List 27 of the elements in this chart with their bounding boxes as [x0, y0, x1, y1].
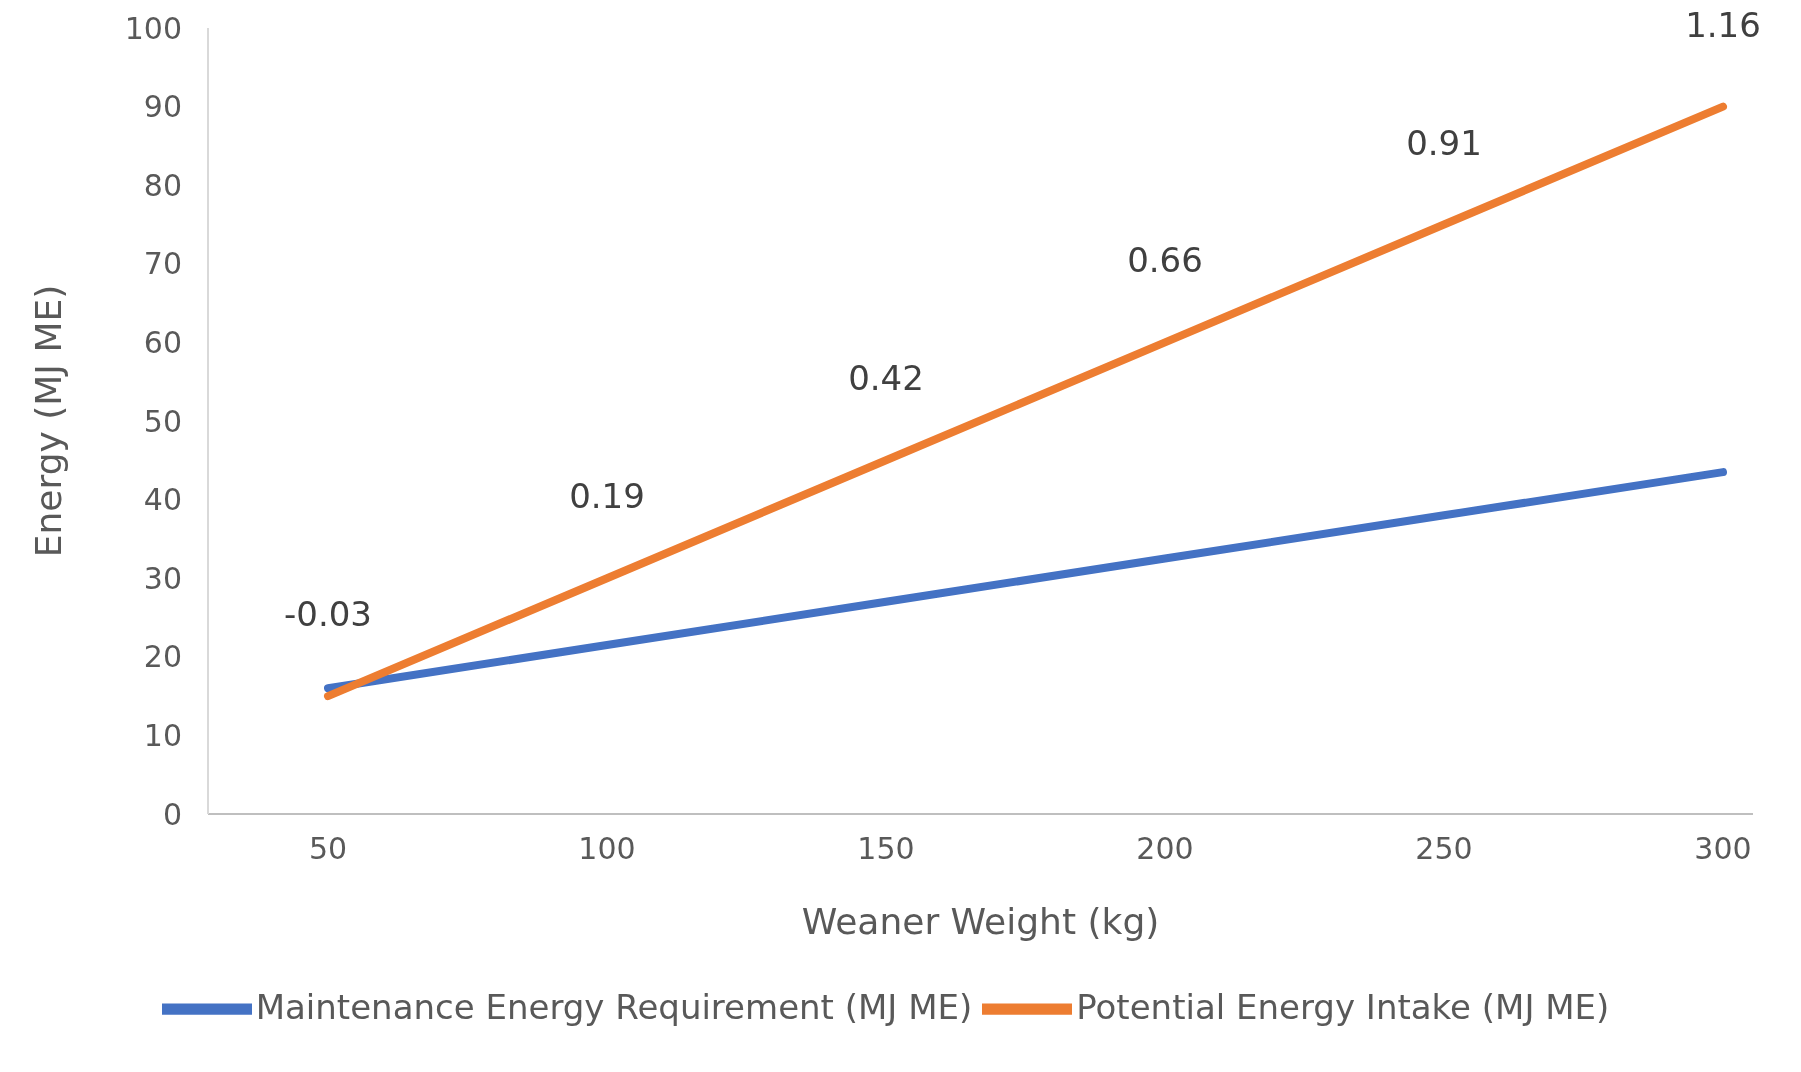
y-axis-title: Energy (MJ ME)	[27, 284, 69, 558]
y-tick-label: 50	[143, 403, 182, 439]
annotation: 1.16	[1685, 4, 1761, 45]
x-tick-label: 50	[308, 831, 348, 867]
y-tick-label: 90	[143, 89, 182, 125]
y-tick-label: 30	[143, 560, 182, 596]
y-tick-label: 70	[143, 246, 182, 282]
annotation: 0.42	[848, 358, 924, 399]
annotation: 0.91	[1406, 122, 1482, 163]
legend-label: Potential Energy Intake (MJ ME)	[1076, 986, 1610, 1027]
x-axis-title: Weaner Weight (kg)	[801, 901, 1160, 942]
annotation: -0.03	[284, 594, 372, 635]
annotation: 0.66	[1127, 240, 1203, 281]
annotation: 0.19	[569, 476, 645, 517]
y-tick-label: 0	[162, 796, 182, 832]
y-tick-label: 10	[143, 718, 182, 754]
legend-label: Maintenance Energy Requirement (MJ ME)	[255, 986, 973, 1027]
x-tick-label: 200	[1136, 831, 1194, 867]
x-tick-label: 100	[578, 831, 636, 867]
x-tick-label: 150	[857, 831, 915, 867]
y-tick-label: 20	[143, 639, 182, 675]
y-tick-label: 60	[143, 325, 182, 361]
x-tick-label: 250	[1415, 831, 1473, 867]
y-tick-label: 80	[143, 167, 182, 203]
y-tick-label: 40	[143, 482, 182, 518]
y-tick-label: 100	[124, 10, 182, 46]
x-tick-label: 300	[1694, 831, 1752, 867]
